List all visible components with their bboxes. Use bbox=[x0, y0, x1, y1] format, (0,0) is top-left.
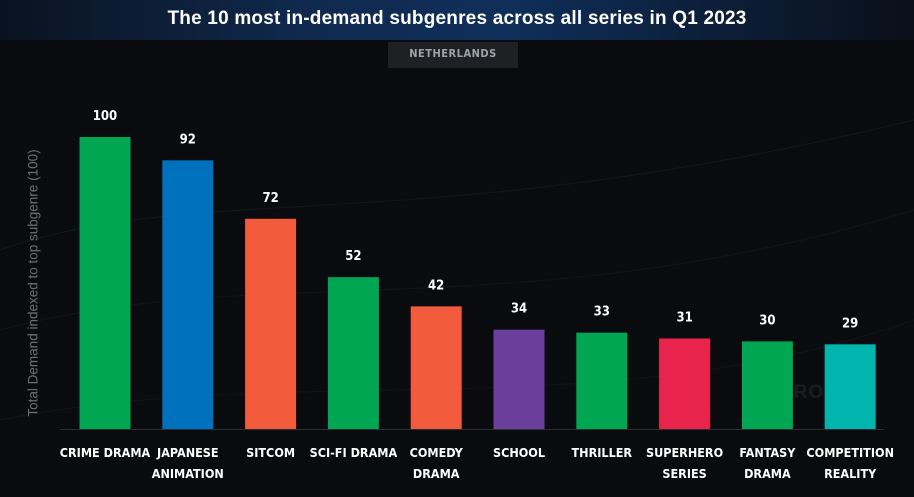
data-label: 92 bbox=[180, 132, 196, 147]
data-label: 29 bbox=[842, 316, 858, 331]
bar bbox=[410, 306, 462, 429]
data-label: 30 bbox=[759, 313, 775, 328]
data-label: 33 bbox=[594, 305, 610, 320]
data-label: 34 bbox=[511, 302, 527, 317]
category-label: SUPERHERO bbox=[646, 445, 723, 460]
category-label: THRILLER bbox=[571, 445, 632, 460]
category-label: CRIME DRAMA bbox=[60, 445, 151, 460]
data-label: 72 bbox=[262, 191, 278, 206]
category-label: JAPANESE bbox=[156, 445, 219, 460]
chart-title: The 10 most in-demand subgenres across a… bbox=[167, 8, 747, 29]
bar bbox=[245, 218, 297, 429]
bar bbox=[576, 332, 628, 429]
data-label: 42 bbox=[428, 278, 444, 293]
bar bbox=[659, 338, 711, 429]
category-label: SCI-FI DRAMA bbox=[310, 445, 398, 460]
category-label: DRAMA bbox=[413, 466, 460, 481]
data-label: 100 bbox=[93, 109, 117, 124]
category-label: FANTASY bbox=[739, 445, 796, 460]
category-label: SITCOM bbox=[246, 445, 295, 460]
bar bbox=[493, 329, 545, 429]
bar bbox=[741, 341, 793, 429]
category-label: ANIMATION bbox=[152, 466, 224, 481]
category-label: DRAMA bbox=[744, 466, 791, 481]
category-label: COMEDY bbox=[410, 445, 464, 460]
category-label: SCHOOL bbox=[493, 445, 545, 460]
bar bbox=[327, 277, 379, 429]
data-label: 31 bbox=[676, 310, 692, 325]
region-badge: NETHERLANDS bbox=[388, 42, 518, 68]
bar bbox=[824, 344, 876, 429]
data-label: 52 bbox=[345, 249, 361, 264]
bar bbox=[79, 137, 131, 429]
bar bbox=[162, 160, 214, 430]
category-label: REALITY bbox=[824, 466, 877, 481]
category-label: COMPETITION bbox=[806, 445, 894, 460]
category-label: SERIES bbox=[662, 466, 706, 481]
title-banner bbox=[0, 0, 914, 40]
